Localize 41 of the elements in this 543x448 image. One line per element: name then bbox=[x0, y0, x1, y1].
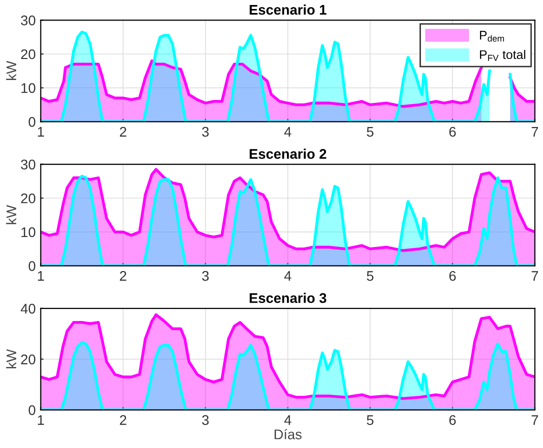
chart-title: Escenario 1 bbox=[250, 4, 326, 15]
x-tick-label: 5 bbox=[366, 415, 374, 425]
y-tick-label: 40 bbox=[20, 304, 36, 314]
x-tick-label: 5 bbox=[366, 127, 374, 137]
x-tick-label: 4 bbox=[284, 271, 292, 281]
x-tick-label: 3 bbox=[202, 271, 209, 281]
x-tick-label: 6 bbox=[449, 271, 456, 281]
legend-label: P$_{FV}$ total bbox=[480, 50, 526, 61]
x-tick-label: 7 bbox=[532, 415, 538, 425]
chart-title: Escenario 3 bbox=[250, 292, 326, 304]
x-tick-label: 1 bbox=[38, 415, 44, 425]
chart-title: Escenario 2 bbox=[250, 148, 326, 159]
x-tick-label: 1 bbox=[38, 271, 44, 281]
x-tick-label: 2 bbox=[120, 415, 126, 425]
y-tick-label: 20 bbox=[21, 354, 36, 364]
y-tick-label: 0 bbox=[28, 116, 36, 127]
legend-label: P$_{dem}$ bbox=[480, 30, 504, 42]
y-tick-label: 20 bbox=[21, 49, 36, 60]
x-tick-label: 6 bbox=[449, 415, 456, 425]
x-tick-label: 5 bbox=[366, 271, 374, 281]
x-axis-title: Días bbox=[274, 428, 302, 440]
x-tick-label: 4 bbox=[284, 415, 292, 425]
y-tick-label: 0 bbox=[28, 405, 36, 416]
x-tick-label: 3 bbox=[202, 415, 209, 425]
x-tick-label: 7 bbox=[532, 127, 538, 137]
y-tick-label: 10 bbox=[21, 227, 36, 238]
y-axis-title: kW bbox=[6, 349, 16, 368]
y-tick-label: 0 bbox=[28, 261, 36, 271]
y-tick-label: 30 bbox=[20, 160, 36, 170]
y-axis-title: kW bbox=[6, 60, 16, 80]
x-tick-label: 6 bbox=[449, 126, 456, 137]
x-tick-label: 2 bbox=[120, 271, 126, 281]
x-tick-label: 4 bbox=[284, 127, 292, 137]
x-tick-label: 7 bbox=[532, 271, 538, 281]
y-tick-label: 30 bbox=[20, 15, 36, 26]
x-tick-label: 3 bbox=[202, 126, 209, 137]
x-tick-label: 1 bbox=[38, 127, 44, 137]
x-tick-label: 2 bbox=[120, 126, 126, 137]
y-axis-title: kW bbox=[6, 205, 16, 224]
y-tick-label: 20 bbox=[21, 193, 36, 204]
y-tick-label: 10 bbox=[21, 83, 36, 93]
